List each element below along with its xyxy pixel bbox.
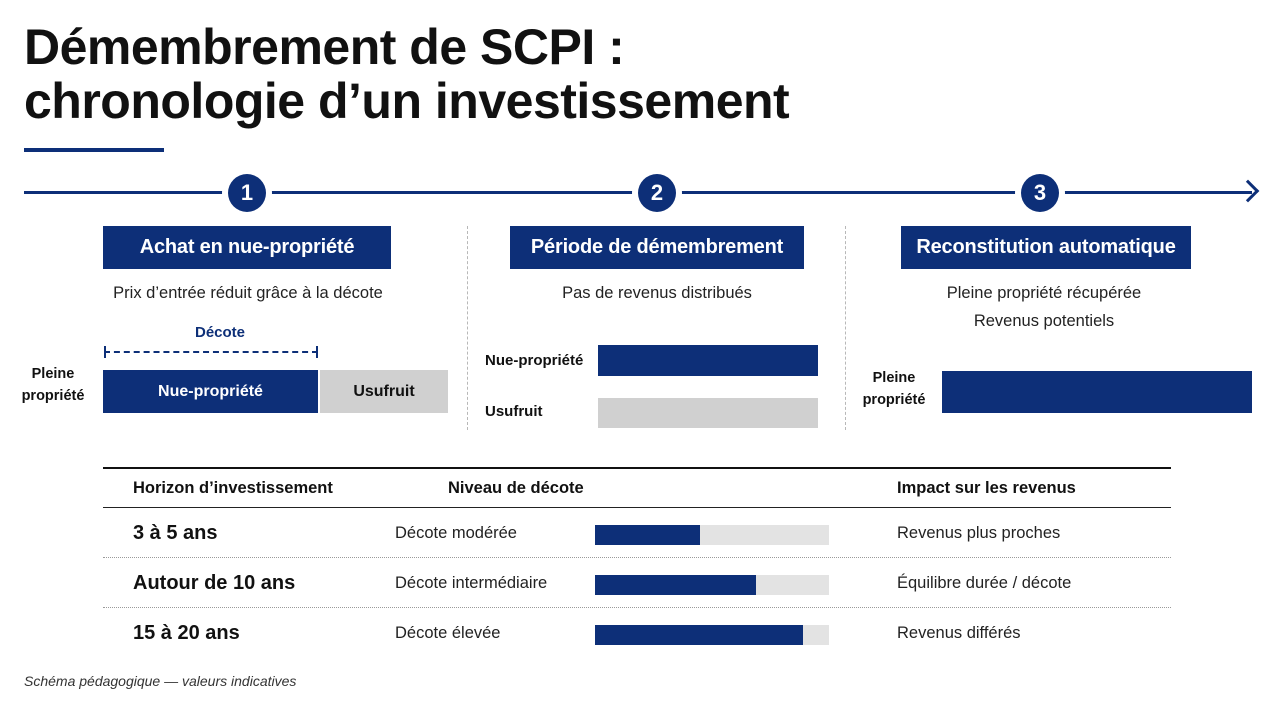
row-1-decote-meter	[595, 525, 829, 545]
row-separator	[103, 557, 1171, 558]
phase-3-side-label: Pleine propriété	[858, 367, 930, 411]
table-top-rule	[103, 467, 1171, 469]
pleine-propriete-bar	[942, 371, 1252, 413]
table-header-rule	[103, 507, 1171, 508]
phase-2-desc: Pas de revenus distribués	[562, 284, 752, 302]
decote-label: Décote	[194, 324, 246, 341]
phase-2-nue-label: Nue-propriété	[485, 352, 584, 369]
phase-2-usufruit-label: Usufruit	[485, 403, 543, 420]
phase-1-desc: Prix d’entrée réduit grâce à la décote	[113, 284, 383, 302]
nue-propriete-bar: Nue-propriété	[103, 370, 318, 413]
row-2-horizon: Autour de 10 ans	[133, 572, 296, 594]
phase-2-nue-bar	[598, 345, 818, 376]
row-1-impact: Revenus plus proches	[897, 524, 1061, 542]
row-1-horizon: 3 à 5 ans	[133, 522, 218, 544]
phase-3-label: Reconstitution automatique	[901, 226, 1191, 269]
row-1-decote-meter-fill	[595, 525, 701, 545]
decote-bracket-dash	[104, 351, 318, 353]
phase-3-desc-line-2: Revenus potentiels	[973, 312, 1115, 330]
row-3-decote-meter-fill	[595, 625, 804, 645]
phase-3-desc: Pleine propriété récupérée Revenus poten…	[880, 279, 1208, 335]
side-label-line-1: Pleine	[872, 370, 916, 386]
row-1-decote: Décote modérée	[395, 524, 517, 542]
step-1-number: 1	[228, 174, 266, 212]
table-header-impact: Impact sur les revenus	[897, 479, 1076, 497]
title-line-1: Démembrement de SCPI :	[24, 19, 625, 75]
decote-bracket-tick-left	[104, 346, 106, 358]
decote-bracket-tick-right	[316, 346, 318, 358]
phase-divider	[845, 226, 846, 430]
row-3-impact: Revenus différés	[897, 624, 1021, 642]
side-label-line-2: propriété	[21, 388, 85, 404]
title-line-2: chronologie d’un investissement	[24, 73, 790, 129]
footnote: Schéma pédagogique — valeurs indicatives	[24, 673, 297, 689]
row-separator	[103, 607, 1171, 608]
phase-2-usufruit-bar	[598, 398, 818, 428]
page-title: Démembrement de SCPI : chronologie d’un …	[24, 20, 924, 128]
usufruit-bar: Usufruit	[320, 370, 448, 413]
phase-divider	[467, 226, 468, 430]
row-2-decote-meter	[595, 575, 829, 595]
row-3-horizon: 15 à 20 ans	[133, 622, 240, 644]
step-2-number: 2	[638, 174, 676, 212]
table-header-decote: Niveau de décote	[448, 479, 584, 497]
phase-3-desc-line-1: Pleine propriété récupérée	[946, 284, 1142, 302]
phase-1-side-label: Pleine propriété	[18, 363, 88, 407]
row-3-decote-meter	[595, 625, 829, 645]
phase-1-label: Achat en nue-propriété	[103, 226, 391, 269]
row-2-decote: Décote intermédiaire	[395, 574, 548, 592]
row-3-decote: Décote élevée	[395, 624, 501, 642]
step-3-number: 3	[1021, 174, 1059, 212]
phase-2-label: Période de démembrement	[510, 226, 804, 269]
row-2-decote-meter-fill	[595, 575, 757, 595]
table-header-horizon: Horizon d’investissement	[133, 479, 333, 497]
row-2-impact: Équilibre durée / décote	[897, 574, 1072, 592]
side-label-line-1: Pleine	[31, 366, 75, 382]
decote-bracket	[104, 346, 318, 358]
side-label-line-2: propriété	[862, 392, 926, 408]
title-underline	[24, 148, 164, 152]
